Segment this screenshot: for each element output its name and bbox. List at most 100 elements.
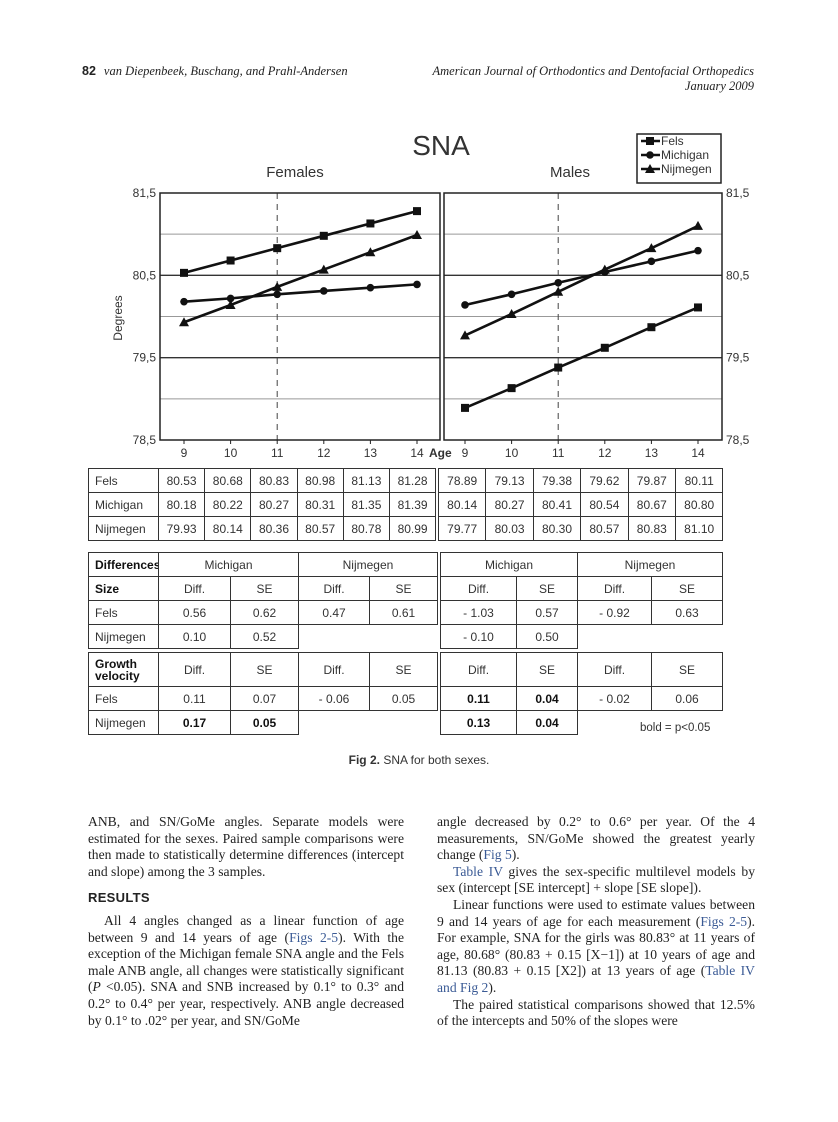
y-tick-label-right: 80,5 — [726, 268, 750, 282]
section-label: Size — [88, 576, 159, 601]
x-tick-label: 9 — [462, 446, 469, 460]
section-heading-results: RESULTS — [88, 890, 150, 906]
value-cell: 79.87 — [627, 468, 676, 493]
se-header: SE — [230, 652, 299, 687]
legend-marker-michigan — [646, 151, 654, 159]
value-cell: 80.27 — [250, 492, 298, 517]
value-cell: 0.05 — [369, 686, 438, 711]
value-cell: 80.22 — [204, 492, 252, 517]
value-cell: 81.35 — [342, 492, 390, 517]
row-label: Nijmegen — [88, 710, 159, 735]
diff-header: Diff. — [158, 652, 231, 687]
value-cell: 80.68 — [204, 468, 252, 493]
data-point-michigan — [461, 301, 469, 309]
fig-link[interactable]: Fig 5 — [483, 847, 512, 863]
value-cell: 0.52 — [230, 624, 299, 649]
value-cell: 80.36 — [250, 516, 298, 541]
x-tick-label: 10 — [505, 446, 519, 460]
figure-caption: Fig 2. SNA for both sexes. — [0, 753, 838, 767]
x-tick-label: 11 — [271, 446, 284, 460]
table-fig-link[interactable]: Table IV and Fig 2 — [437, 963, 755, 995]
value-cell: - 0.92 — [577, 600, 652, 625]
value-cell: 80.99 — [389, 516, 437, 541]
value-cell: 80.11 — [675, 468, 724, 493]
data-point-fels — [413, 207, 421, 216]
se-header: SE — [516, 652, 578, 687]
series-line-nijmegen — [464, 224, 699, 337]
diff-header: Diff. — [440, 652, 517, 687]
right-column: angle decreased by 0.2° to 0.6° per year… — [437, 814, 755, 1030]
text: ). — [488, 979, 497, 995]
row-label: Fels — [88, 686, 159, 711]
data-point-michigan — [180, 297, 188, 306]
paragraph: The paired statistical comparisons showe… — [437, 996, 755, 1029]
se-header: SE — [516, 576, 578, 601]
data-point-nijmegen — [318, 264, 329, 274]
data-point-michigan — [320, 287, 328, 295]
value-cell: 80.14 — [204, 516, 252, 541]
value-cell: 80.30 — [532, 516, 582, 541]
paragraph: ANB, and SN/GoMe angles. Separate models… — [88, 814, 404, 879]
data-point-nijmegen — [646, 243, 657, 253]
text: Linear functions were used to estimate v… — [437, 896, 755, 929]
series-line-fels — [183, 209, 418, 275]
issue-date: January 2009 — [684, 79, 754, 93]
chart-title: SNA — [412, 130, 470, 161]
y-tick-label-right: 79,5 — [726, 351, 750, 365]
value-cell: 81.28 — [389, 468, 437, 493]
value-cell: 80.57 — [580, 516, 629, 541]
value-cell: 0.04 — [516, 710, 578, 735]
x-tick-label: 12 — [598, 446, 612, 460]
figs-link[interactable]: Figs 2-5 — [700, 913, 748, 929]
value-cell: - 1.03 — [440, 600, 517, 625]
text: ). — [511, 847, 520, 863]
se-header: SE — [369, 576, 438, 601]
figs-link[interactable]: Figs 2-5 — [289, 929, 339, 945]
sna-chart: SNA Females 9 10 11 12 13 14 Males 9 10 11 12 13 14 78,… — [111, 130, 750, 460]
group-header: Nijmegen — [298, 552, 438, 577]
data-point-fels — [600, 343, 609, 352]
paragraph: Linear functions were used to estimate v… — [437, 897, 755, 997]
value-cell: 80.67 — [627, 492, 676, 517]
value-cell: 0.57 — [516, 600, 578, 625]
plot-frame — [159, 192, 441, 441]
value-cell: 80.31 — [296, 492, 344, 517]
paragraph: angle decreased by 0.2° to 0.6° per year… — [437, 814, 755, 864]
value-cell: 81.39 — [389, 492, 437, 517]
value-cell: 0.10 — [158, 624, 231, 649]
value-cell: 0.05 — [230, 710, 299, 735]
data-point-michigan — [507, 290, 516, 299]
diff-header: Diff. — [577, 652, 652, 687]
value-cell: 79.38 — [532, 468, 582, 493]
y-tick-label-left: 79,5 — [133, 351, 157, 365]
value-cell: 79.13 — [485, 468, 534, 493]
x-tick-label: 10 — [224, 446, 238, 460]
value-cell: 78.89 — [438, 468, 487, 493]
data-point-fels — [647, 323, 656, 332]
legend-marker-fels — [646, 137, 654, 145]
value-cell: 80.54 — [580, 492, 629, 517]
legend-label-fels: Fels — [661, 134, 684, 148]
text: ). With the exception of the Michigan fe… — [88, 929, 404, 995]
se-header: SE — [651, 652, 723, 687]
data-point-fels — [226, 256, 235, 265]
value-cell: 80.18 — [158, 492, 206, 517]
table-link[interactable]: Table IV — [453, 863, 503, 879]
y-tick-label-right: 81,5 — [726, 186, 750, 200]
series-line-michigan — [183, 283, 418, 303]
data-point-nijmegen — [272, 281, 283, 291]
text: <0.05). SNA and SNB increased by 0.1° to… — [88, 979, 404, 1028]
row-label: Michigan — [88, 492, 159, 517]
value-cell: 80.14 — [438, 492, 487, 517]
differences-header: Differences — [88, 552, 160, 577]
x-axis-label: Age — [429, 446, 452, 460]
data-point-michigan — [273, 290, 282, 299]
value-cell: 0.06 — [651, 686, 723, 711]
se-header: SE — [651, 576, 723, 601]
series-line-fels — [464, 306, 699, 410]
data-point-nijmegen — [506, 309, 517, 319]
text: ). For example, SNA for the girls was 80… — [437, 913, 755, 979]
value-cell: 80.78 — [342, 516, 390, 541]
x-tick-label: 12 — [317, 446, 331, 460]
value-cell: 0.63 — [651, 600, 723, 625]
